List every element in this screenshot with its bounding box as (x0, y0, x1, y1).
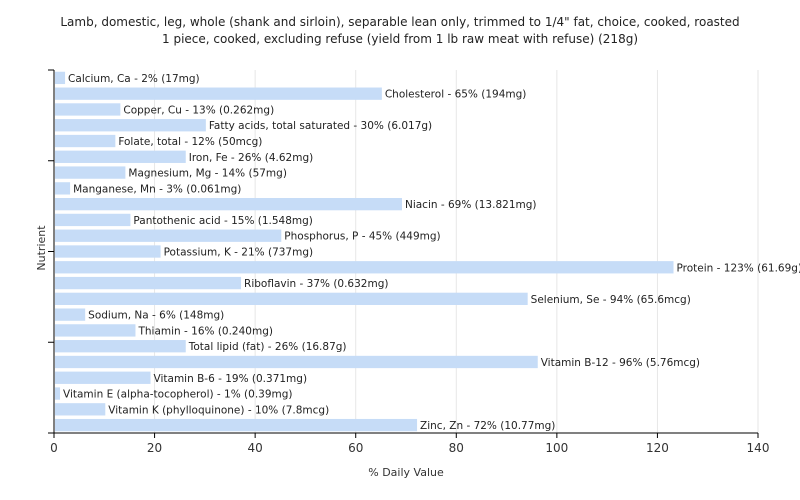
x-tick-label: 120 (646, 441, 669, 455)
bar (55, 197, 402, 211)
bar (55, 324, 136, 337)
bar-label: Magnesium, Mg - 14% (57mg) (128, 168, 287, 180)
bar-label: Thiamin - 16% (0.240mg) (137, 325, 273, 337)
bar-label: Zinc, Zn - 72% (10.77mg) (420, 420, 555, 432)
bar-label: Potassium, K - 21% (737mg) (164, 247, 314, 259)
x-tick-label: 100 (545, 441, 568, 455)
chart-title-line-1: Lamb, domestic, leg, whole (shank and si… (60, 15, 740, 29)
x-tick-label: 20 (147, 441, 162, 455)
bar (55, 103, 121, 116)
bar (55, 261, 674, 274)
bar-label: Protein - 123% (61.69g) (677, 262, 800, 274)
bar (55, 276, 242, 290)
bar (55, 292, 528, 306)
bar-label: Total lipid (fat) - 26% (16.87g) (188, 341, 347, 353)
bar-label: Phosphorus, P - 45% (449mg) (284, 231, 440, 243)
x-tick-label: 60 (348, 441, 363, 455)
bars: Calcium, Ca - 2% (17mg) Cholesterol - 65%… (55, 71, 800, 432)
bar (55, 387, 61, 400)
bar (55, 213, 131, 227)
bar (55, 340, 186, 353)
x-tick-label: 40 (248, 441, 263, 455)
bar-label: Vitamin K (phylloquinone) - 10% (7.8mcg) (108, 404, 329, 416)
bar (55, 182, 71, 195)
chart-title-line-2: 1 piece, cooked, excluding refuse (yield… (162, 32, 638, 46)
bar-label: Fatty acids, total saturated - 30% (6.01… (209, 120, 432, 132)
bar-label: Manganese, Mn - 3% (0.061mg) (73, 183, 241, 195)
bar-label: Calcium, Ca - 2% (17mg) (68, 73, 200, 85)
y-axis-title: Nutrient (35, 225, 48, 271)
x-tick-label: 140 (747, 441, 770, 455)
bar (55, 245, 161, 258)
bar (55, 403, 106, 416)
bar (55, 355, 538, 369)
axes: 0 20 40 60 80 100 120 140 (48, 69, 770, 455)
bar (55, 371, 151, 384)
bar-label: Niacin - 69% (13.821mg) (405, 199, 537, 211)
x-axis-title: % Daily Value (368, 466, 444, 479)
bar (55, 71, 66, 85)
bar (55, 418, 418, 432)
bar (55, 87, 382, 100)
bar (55, 150, 186, 163)
bar-label: Cholesterol - 65% (194mg) (385, 89, 527, 101)
bar-label: Pantothenic acid - 15% (1.548mg) (133, 215, 312, 227)
bar-label: Iron, Fe - 26% (4.62mg) (189, 152, 313, 164)
bar-label: Vitamin B-12 - 96% (5.76mcg) (541, 357, 700, 369)
grid-lines (154, 70, 759, 433)
bar-label: Vitamin B-6 - 19% (0.371mg) (154, 373, 308, 385)
bar (55, 119, 206, 132)
x-tick-label: 80 (449, 441, 464, 455)
bar-label: Vitamin E (alpha-tocopherol) - 1% (0.39m… (63, 389, 293, 401)
bar (55, 166, 126, 179)
bar-label: Selenium, Se - 94% (65.6mcg) (531, 294, 691, 306)
x-tick-label: 0 (50, 441, 58, 455)
bar (55, 229, 282, 242)
bar-label: Sodium, Na - 6% (148mg) (88, 310, 224, 322)
bar-label: Riboflavin - 37% (0.632mg) (244, 278, 388, 290)
bar (55, 134, 116, 148)
bar-label: Folate, total - 12% (50mcg) (118, 136, 262, 148)
bar-label: Copper, Cu - 13% (0.262mg) (123, 104, 274, 116)
bar (55, 308, 86, 321)
